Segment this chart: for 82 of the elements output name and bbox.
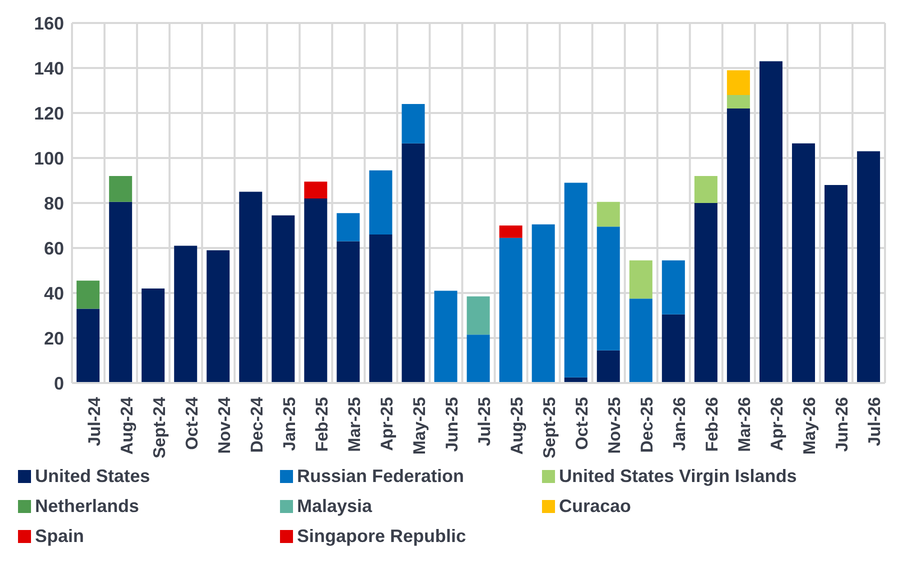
x-tick-label: Apr-26 (768, 397, 787, 451)
x-tick-label: Feb-26 (702, 397, 722, 452)
x-tick-label: Oct-25 (572, 397, 592, 450)
bar (239, 192, 262, 383)
bar (629, 260, 652, 299)
bar (759, 61, 782, 383)
bar (662, 314, 685, 383)
bar (596, 202, 620, 227)
bar (109, 202, 132, 383)
legend-label: Russian Federation (297, 466, 464, 486)
x-tick-label: May-26 (800, 397, 820, 455)
legend-label: United States (35, 466, 150, 486)
legend-label: Malaysia (297, 496, 372, 516)
bar (726, 70, 750, 95)
bar (304, 182, 328, 198)
bar (76, 280, 100, 309)
bar (434, 290, 458, 383)
bar (857, 151, 880, 383)
bar (824, 185, 848, 383)
bar (174, 246, 198, 383)
x-tick-label: Sept-24 (150, 396, 169, 458)
legend-label: Spain (35, 526, 84, 546)
legend-label: Singapore Republic (297, 526, 466, 546)
bar (272, 215, 295, 383)
bar (662, 260, 685, 314)
y-tick-label: 100 (34, 148, 64, 168)
x-tick-label: Jun-25 (442, 397, 462, 452)
bar (792, 143, 815, 383)
y-tick-label: 80 (44, 193, 64, 214)
x-tick-label: Jan-26 (670, 397, 690, 451)
x-tick-label: Mar-26 (735, 397, 754, 452)
x-tick-label: Nov-25 (605, 397, 624, 454)
y-tick-label: 140 (34, 58, 64, 78)
bar (726, 95, 750, 108)
bar (142, 288, 165, 383)
bar (596, 226, 620, 350)
bar (109, 176, 132, 202)
x-tick-label: Jul-26 (865, 397, 884, 446)
bar (76, 308, 100, 383)
bar (466, 334, 490, 383)
legend-label: Curacao (559, 496, 632, 516)
bar (629, 298, 652, 383)
x-tick-label: Jul-24 (84, 396, 104, 446)
x-tick-label: Nov-24 (214, 396, 234, 454)
x-tick-label: May-25 (410, 397, 429, 455)
y-tick-label: 20 (44, 328, 64, 348)
x-tick-label: Jun-26 (832, 397, 852, 452)
bar (596, 350, 620, 383)
y-tick-label: 60 (44, 238, 64, 258)
bar (499, 238, 522, 383)
x-tick-label: Apr-25 (377, 397, 396, 451)
x-tick-label: Aug-24 (117, 396, 136, 455)
x-tick-label: Mar-25 (344, 397, 364, 452)
bar (369, 170, 392, 234)
bar (532, 224, 555, 383)
legend-label: United States Virgin Islands (559, 466, 797, 486)
bar (726, 108, 750, 383)
bar (499, 226, 522, 238)
x-tick-label: Aug-25 (508, 397, 527, 455)
bar (694, 176, 718, 203)
bar (206, 250, 230, 383)
y-tick-label: 120 (34, 103, 64, 124)
x-tick-label: Jan-25 (280, 397, 299, 451)
bar (369, 234, 392, 383)
y-tick-label: 0 (54, 373, 64, 394)
bar (694, 203, 718, 383)
x-tick-label: Dec-24 (247, 396, 266, 453)
bar (304, 198, 328, 383)
legend-label: Netherlands (35, 496, 140, 516)
x-tick-label: Sept-25 (540, 397, 560, 458)
x-tick-label: Feb-25 (312, 397, 332, 452)
x-tick-label: Jul-25 (475, 397, 494, 446)
bar (336, 213, 360, 242)
y-tick-label: 40 (44, 283, 64, 304)
bar (402, 104, 425, 144)
x-tick-label: Dec-25 (638, 397, 657, 453)
bar (564, 182, 588, 378)
x-tick-label: Oct-24 (182, 396, 202, 450)
y-tick-label: 160 (34, 13, 64, 34)
bar (402, 143, 425, 383)
bar (336, 241, 360, 383)
bar (466, 296, 490, 335)
